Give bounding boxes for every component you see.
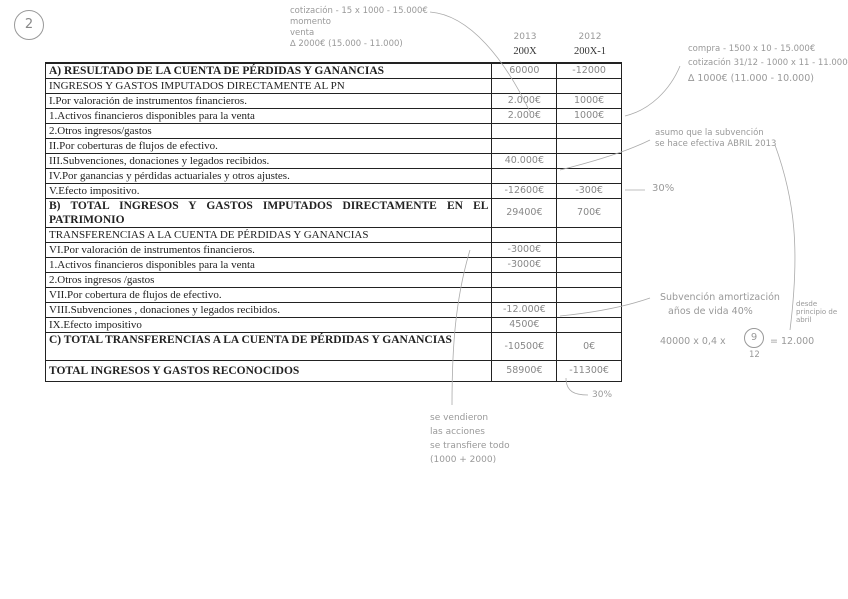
- value-200X-1: [556, 287, 622, 303]
- table-row: III.Subvenciones, donaciones y legados r…: [44, 153, 622, 169]
- table-row: 1.Activos financieros disponibles para l…: [44, 108, 622, 124]
- row-label: VIII.Subvenciones , donaciones y legados…: [44, 302, 493, 318]
- value-200X: 2.000€: [491, 93, 558, 109]
- note-subsidy-amortization: Subvención amortización años de vida 40%: [660, 292, 780, 317]
- value-200X-1: -300€: [556, 183, 622, 199]
- value-200X-1: -11300€: [556, 360, 622, 382]
- table-row: TRANSFERENCIAS A LA CUENTA DE PÉRDIDAS Y…: [44, 227, 622, 243]
- subsidy-result: = 12.000: [770, 336, 815, 347]
- row-label: IV.Por ganancias y pérdidas actuariales …: [44, 168, 493, 184]
- value-200X: 40.000€: [491, 153, 558, 169]
- value-200X: 58900€: [491, 360, 558, 382]
- tax-rate-note: 30%: [652, 183, 675, 194]
- subsidy-calc: 40000 x 0,4 x: [660, 336, 726, 347]
- table-row: INGRESOS Y GASTOS IMPUTADOS DIRECTAMENTE…: [44, 78, 622, 94]
- value-200X-1: [556, 302, 622, 318]
- col1-year-handwritten: 2013: [513, 32, 537, 42]
- row-label: 2.Otros ingresos /gastos: [44, 272, 493, 288]
- table-row: B) TOTAL INGRESOS Y GASTOS IMPUTADOS DIR…: [44, 198, 622, 228]
- subsidy-side-note: desde principio de abril: [796, 300, 838, 324]
- row-label: A) RESULTADO DE LA CUENTA DE PÉRDIDAS Y …: [44, 62, 493, 79]
- value-200X: [491, 287, 558, 303]
- value-200X: [491, 227, 558, 243]
- value-200X: -3000€: [491, 242, 558, 258]
- table-row: 1.Activos financieros disponibles para l…: [44, 257, 622, 273]
- value-200X: 29400€: [491, 198, 558, 228]
- note-sale-quote: cotización - 15 x 1000 - 15.000€ momento v…: [290, 6, 428, 49]
- row-label: IX.Efecto impositivo: [44, 317, 493, 333]
- value-200X-1: [556, 123, 622, 139]
- value-200X-1: [556, 78, 622, 94]
- table-row: A) RESULTADO DE LA CUENTA DE PÉRDIDAS Y …: [44, 62, 622, 79]
- table-row: 2.Otros ingresos /gastos: [44, 272, 622, 288]
- col1-header: 200X: [513, 46, 537, 57]
- row-label: III.Subvenciones, donaciones y legados r…: [44, 153, 493, 169]
- value-200X: [491, 168, 558, 184]
- value-200X: -3000€: [491, 257, 558, 273]
- table-row: 2.Otros ingresos/gastos: [44, 123, 622, 139]
- value-200X: [491, 138, 558, 154]
- page-number: 2: [14, 10, 44, 40]
- row-label: 2.Otros ingresos/gastos: [44, 123, 493, 139]
- statement-table: A) RESULTADO DE LA CUENTA DE PÉRDIDAS Y …: [44, 62, 622, 382]
- col2-year-handwritten: 2012: [578, 32, 602, 42]
- row-label: I.Por valoración de instrumentos financi…: [44, 93, 493, 109]
- note-shares-sold: se vendieron las acciones se transfiere to…: [430, 413, 510, 465]
- value-200X-1: [556, 153, 622, 169]
- value-200X-1: 1000€: [556, 93, 622, 109]
- arrow-to-purchase-note: [624, 65, 681, 117]
- value-200X: [491, 272, 558, 288]
- row-label: TRANSFERENCIAS A LA CUENTA DE PÉRDIDAS Y…: [44, 227, 493, 243]
- table-row: V.Efecto impositivo. -12600€ -300€: [44, 183, 622, 199]
- value-200X: -10500€: [491, 332, 558, 361]
- table-row: VI.Por valoración de instrumentos financ…: [44, 242, 622, 258]
- value-200X: 2.000€: [491, 108, 558, 124]
- value-200X-1: [556, 317, 622, 333]
- table-row: TOTAL INGRESOS Y GASTOS RECONOCIDOS 58900…: [44, 360, 622, 382]
- row-label: INGRESOS Y GASTOS IMPUTADOS DIRECTAMENTE…: [44, 78, 493, 94]
- row-label: C) TOTAL TRANSFERENCIAS A LA CUENTA DE P…: [44, 332, 493, 361]
- value-200X: 4500€: [491, 317, 558, 333]
- subsidy-denominator: 12: [749, 350, 760, 360]
- value-200X: 60000: [491, 62, 558, 79]
- value-200X-1: 1000€: [556, 108, 622, 124]
- value-200X: [491, 123, 558, 139]
- row-label: B) TOTAL INGRESOS Y GASTOS IMPUTADOS DIR…: [44, 198, 493, 228]
- value-200X: -12.000€: [491, 302, 558, 318]
- row-label: II.Por coberturas de flujos de efectivo.: [44, 138, 493, 154]
- col2-header: 200X-1: [573, 46, 607, 57]
- subsidy-months: 9: [744, 328, 764, 348]
- table-row: IX.Efecto impositivo 4500€: [44, 317, 622, 333]
- table-row: IV.Por ganancias y pérdidas actuariales …: [44, 168, 622, 184]
- row-label: TOTAL INGRESOS Y GASTOS RECONOCIDOS: [44, 360, 493, 382]
- tax-rate-note-2: 30%: [592, 390, 613, 400]
- row-label: VII.Por cobertura de flujos de efectivo.: [44, 287, 493, 303]
- value-200X-1: 0€: [556, 332, 622, 361]
- value-200X-1: -12000: [556, 62, 622, 79]
- value-200X-1: [556, 242, 622, 258]
- table-row: I.Por valoración de instrumentos financi…: [44, 93, 622, 109]
- row-label: 1.Activos financieros disponibles para l…: [44, 257, 493, 273]
- value-200X: -12600€: [491, 183, 558, 199]
- note-subsidy-assumption: asumo que la subvención se hace efectiva …: [655, 128, 777, 149]
- table-row: C) TOTAL TRANSFERENCIAS A LA CUENTA DE P…: [44, 332, 622, 361]
- table-row: II.Por coberturas de flujos de efectivo.: [44, 138, 622, 154]
- value-200X-1: [556, 168, 622, 184]
- value-200X-1: [556, 138, 622, 154]
- table-row: VII.Por cobertura de flujos de efectivo.: [44, 287, 622, 303]
- note-purchase: compra - 1500 x 10 - 15.000€ cotización 3…: [688, 44, 848, 84]
- row-label: 1.Activos financieros disponibles para l…: [44, 108, 493, 124]
- value-200X-1: 700€: [556, 198, 622, 228]
- table-row: VIII.Subvenciones , donaciones y legados…: [44, 302, 622, 318]
- row-label: VI.Por valoración de instrumentos financ…: [44, 242, 493, 258]
- value-200X-1: [556, 257, 622, 273]
- value-200X-1: [556, 227, 622, 243]
- value-200X-1: [556, 272, 622, 288]
- row-label: V.Efecto impositivo.: [44, 183, 493, 199]
- value-200X: [491, 78, 558, 94]
